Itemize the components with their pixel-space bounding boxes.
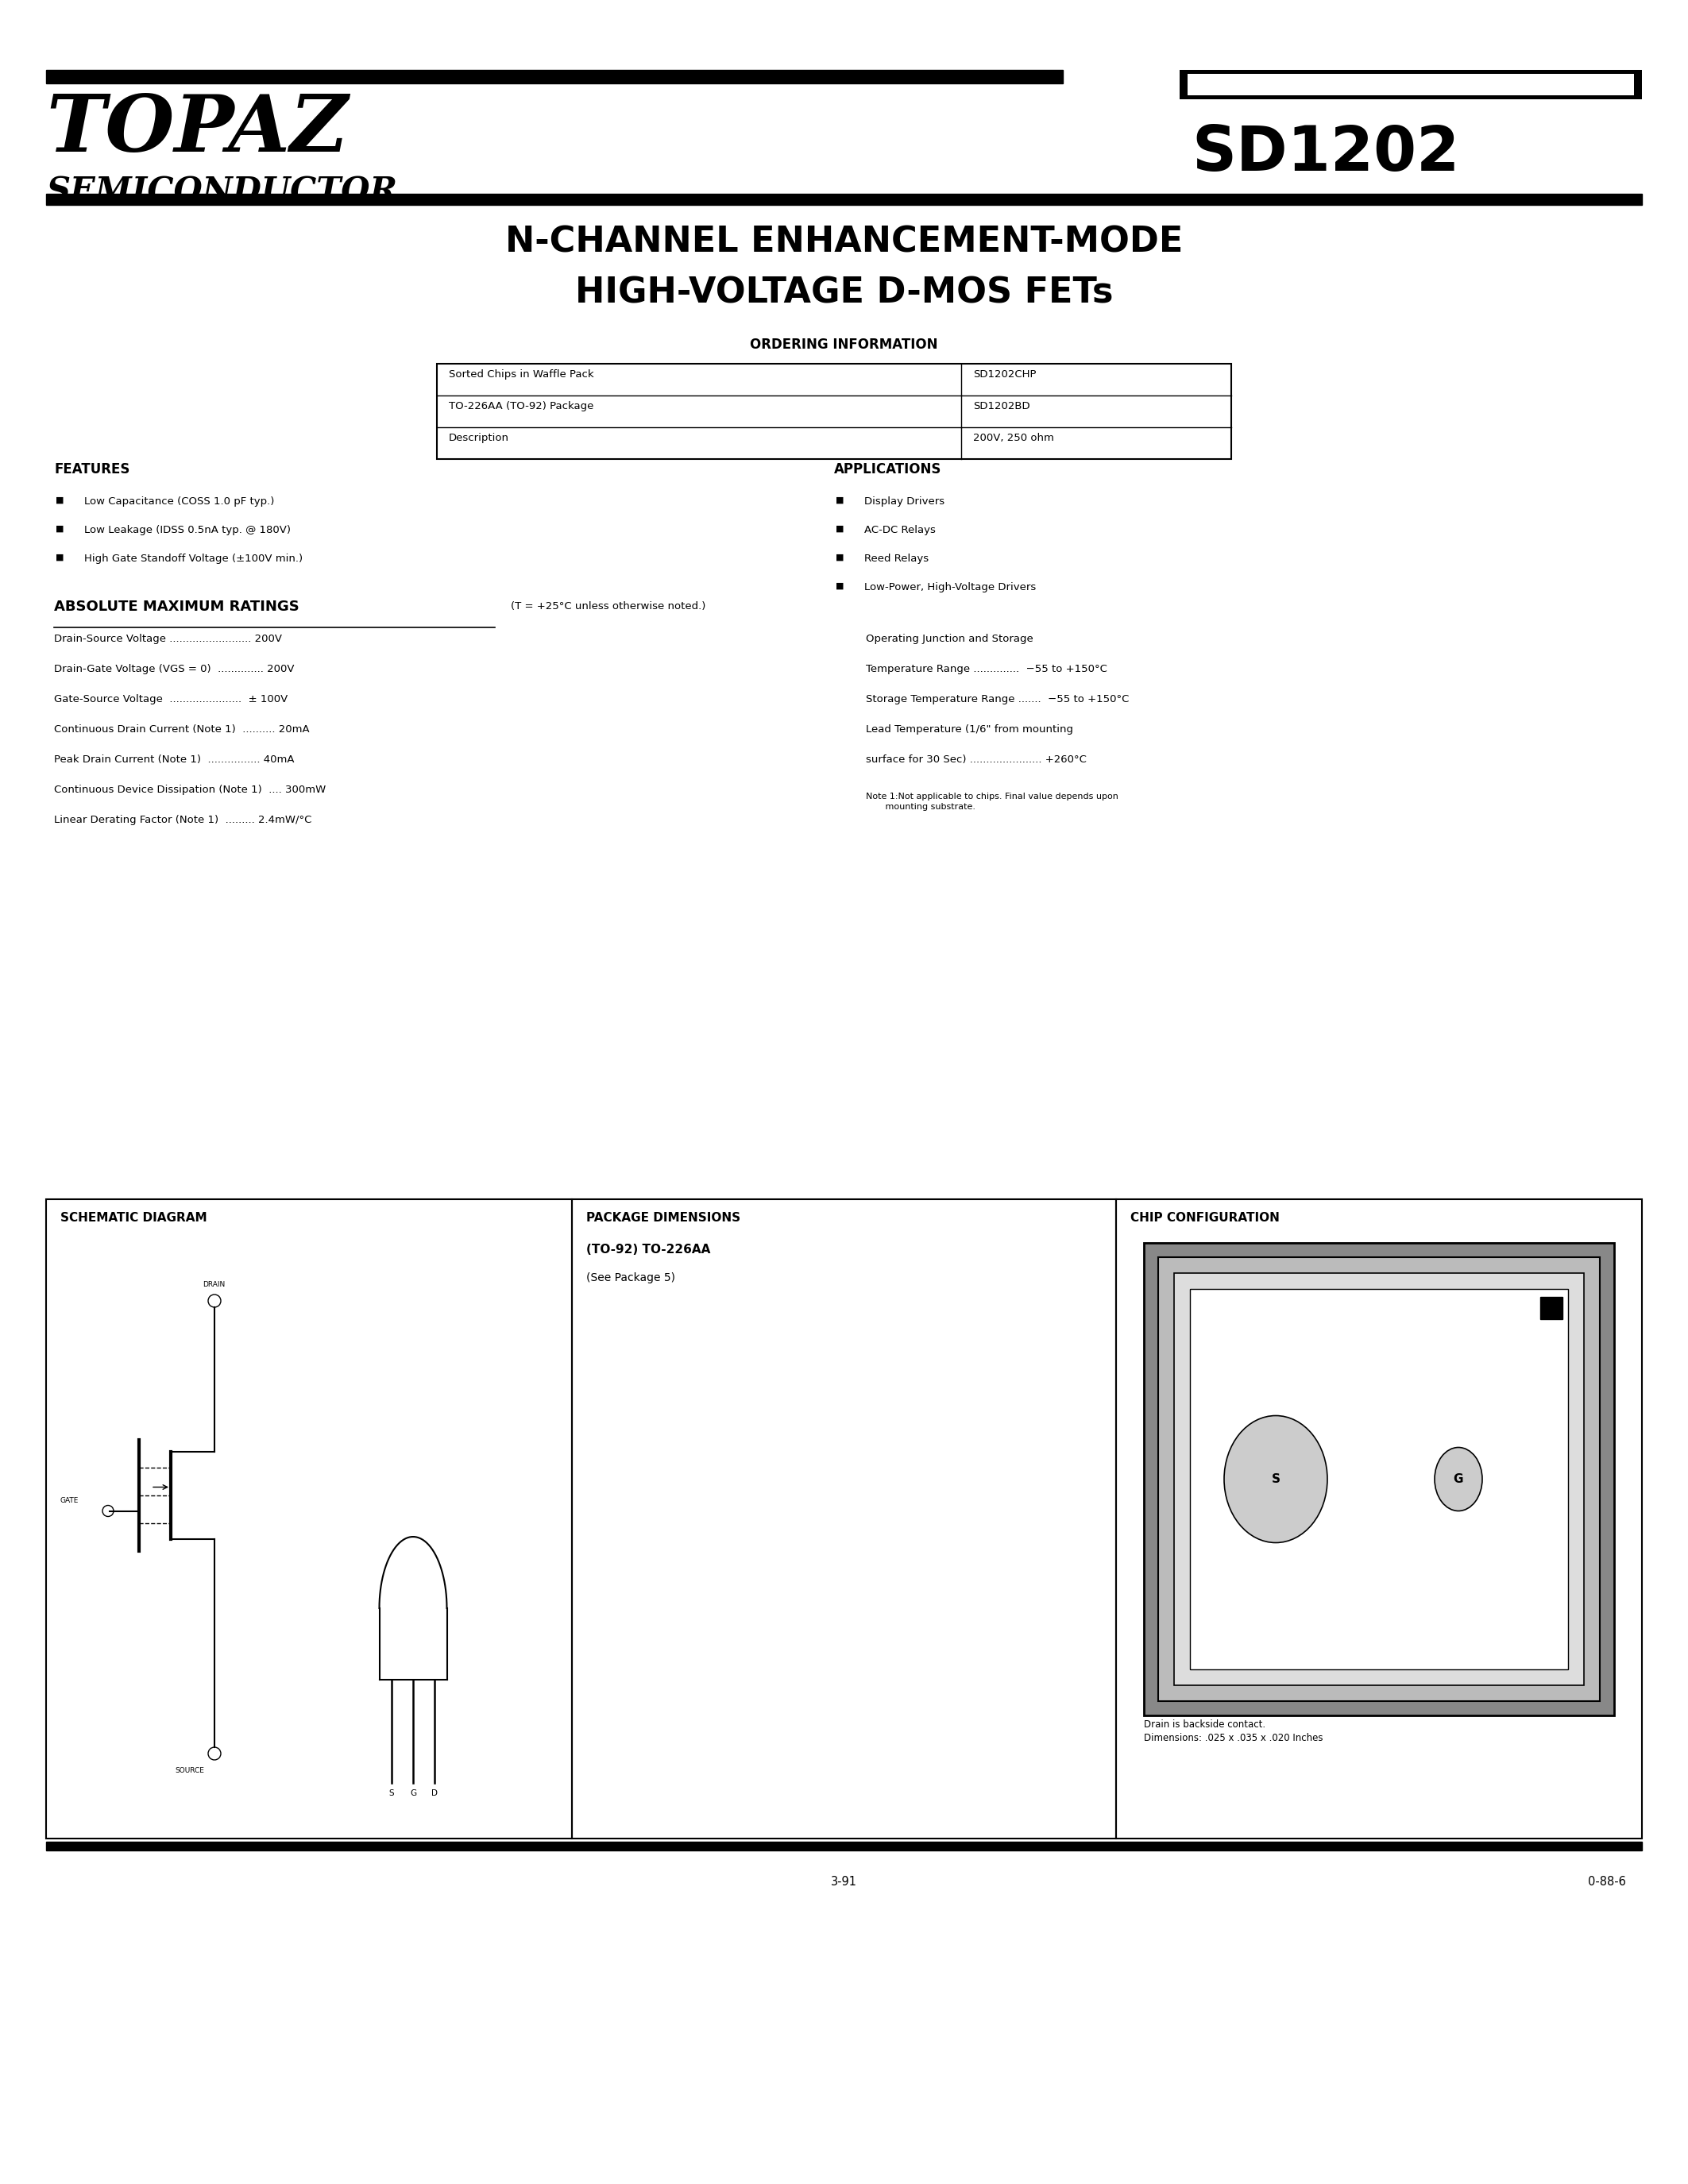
- Text: DRAIN: DRAIN: [203, 1282, 225, 1289]
- Text: Continuous Drain Current (Note 1)  .......... 20mA: Continuous Drain Current (Note 1) ......…: [54, 725, 309, 734]
- Bar: [46, 70, 1063, 83]
- Text: 200V, 250 ohm: 200V, 250 ohm: [972, 432, 1053, 443]
- Text: G: G: [410, 1789, 417, 1797]
- Text: Continuous Device Dissipation (Note 1)  .... 300mW: Continuous Device Dissipation (Note 1) .…: [54, 784, 326, 795]
- Text: D: D: [432, 1789, 437, 1797]
- Text: ■: ■: [56, 496, 64, 505]
- Bar: [1539, 1297, 1563, 1319]
- Text: 3-91: 3-91: [830, 1876, 858, 1887]
- Text: SEMICONDUCTOR: SEMICONDUCTOR: [46, 175, 397, 207]
- Text: Lead Temperature (1/6" from mounting: Lead Temperature (1/6" from mounting: [866, 725, 1074, 734]
- Text: ABSOLUTE MAXIMUM RATINGS: ABSOLUTE MAXIMUM RATINGS: [54, 601, 299, 614]
- Text: Reed Relays: Reed Relays: [864, 553, 928, 563]
- Bar: [1116, 1199, 1642, 1839]
- Text: (T = +25°C unless otherwise noted.): (T = +25°C unless otherwise noted.): [511, 601, 706, 612]
- Text: GATE: GATE: [61, 1498, 79, 1505]
- Text: High Gate Standoff Voltage (±100V min.): High Gate Standoff Voltage (±100V min.): [84, 553, 302, 563]
- Text: Low Capacitance (COSS 1.0 pF typ.): Low Capacitance (COSS 1.0 pF typ.): [84, 496, 275, 507]
- Text: Temperature Range ..............  −55 to +150°C: Temperature Range .............. −55 to …: [866, 664, 1107, 675]
- Text: (TO-92) TO-226AA: (TO-92) TO-226AA: [586, 1243, 711, 1256]
- Text: Storage Temperature Range .......  −55 to +150°C: Storage Temperature Range ....... −55 to…: [866, 695, 1129, 705]
- Text: N-CHANNEL ENHANCEMENT-MODE: N-CHANNEL ENHANCEMENT-MODE: [505, 225, 1183, 260]
- Text: Note 1:Not applicable to chips. Final value depends upon
       mounting substra: Note 1:Not applicable to chips. Final va…: [866, 793, 1119, 810]
- Text: SD1202BD: SD1202BD: [972, 402, 1030, 411]
- Text: Operating Junction and Storage: Operating Junction and Storage: [866, 633, 1033, 644]
- Text: ■: ■: [836, 524, 844, 533]
- Text: ORDERING INFORMATION: ORDERING INFORMATION: [749, 339, 939, 352]
- Text: Sorted Chips in Waffle Pack: Sorted Chips in Waffle Pack: [449, 369, 594, 380]
- Text: SCHEMATIC DIAGRAM: SCHEMATIC DIAGRAM: [61, 1212, 208, 1223]
- Text: Drain-Gate Voltage (VGS = 0)  .............. 200V: Drain-Gate Voltage (VGS = 0) ...........…: [54, 664, 294, 675]
- Text: SD1202: SD1202: [1192, 122, 1460, 183]
- Bar: [46, 194, 1642, 205]
- Text: Linear Derating Factor (Note 1)  ......... 2.4mW/°C: Linear Derating Factor (Note 1) ........…: [54, 815, 312, 826]
- Text: Drain is backside contact.
Dimensions: .025 x .035 x .020 Inches: Drain is backside contact. Dimensions: .…: [1144, 1719, 1323, 1743]
- Text: surface for 30 Sec) ...................... +260°C: surface for 30 Sec) ....................…: [866, 753, 1087, 764]
- Text: HIGH-VOLTAGE D-MOS FETs: HIGH-VOLTAGE D-MOS FETs: [576, 275, 1112, 310]
- Text: PACKAGE DIMENSIONS: PACKAGE DIMENSIONS: [586, 1212, 741, 1223]
- Bar: [1190, 1289, 1568, 1669]
- Bar: [437, 365, 1231, 459]
- Bar: [1158, 1258, 1600, 1701]
- Bar: [46, 1841, 1642, 1850]
- Text: Low Leakage (IDSS 0.5nA typ. @ 180V): Low Leakage (IDSS 0.5nA typ. @ 180V): [84, 524, 290, 535]
- Bar: [1188, 74, 1634, 96]
- Text: FEATURES: FEATURES: [54, 463, 130, 476]
- Text: TOPAZ: TOPAZ: [46, 92, 348, 168]
- Text: ■: ■: [836, 496, 844, 505]
- Text: 0-88-6: 0-88-6: [1588, 1876, 1626, 1887]
- Text: APPLICATIONS: APPLICATIONS: [834, 463, 942, 476]
- Text: Gate-Source Voltage  ......................  ± 100V: Gate-Source Voltage ....................…: [54, 695, 287, 705]
- Text: Low-Power, High-Voltage Drivers: Low-Power, High-Voltage Drivers: [864, 583, 1036, 592]
- Text: ■: ■: [836, 553, 844, 561]
- Text: ■: ■: [56, 524, 64, 533]
- Text: Drain-Source Voltage ......................... 200V: Drain-Source Voltage ...................…: [54, 633, 282, 644]
- Text: S: S: [1271, 1474, 1280, 1485]
- Bar: [572, 1199, 1116, 1839]
- Text: TO-226AA (TO-92) Package: TO-226AA (TO-92) Package: [449, 402, 594, 411]
- Bar: [46, 1199, 572, 1839]
- Ellipse shape: [1435, 1448, 1482, 1511]
- Text: AC-DC Relays: AC-DC Relays: [864, 524, 935, 535]
- Bar: [1144, 1243, 1614, 1714]
- Text: SD1202CHP: SD1202CHP: [972, 369, 1036, 380]
- Bar: [1175, 1273, 1583, 1686]
- Text: G: G: [1453, 1474, 1463, 1485]
- Text: (See Package 5): (See Package 5): [586, 1273, 675, 1284]
- Bar: [1180, 70, 1642, 98]
- Ellipse shape: [1224, 1415, 1327, 1542]
- Text: CHIP CONFIGURATION: CHIP CONFIGURATION: [1131, 1212, 1280, 1223]
- Text: Description: Description: [449, 432, 510, 443]
- Text: Display Drivers: Display Drivers: [864, 496, 945, 507]
- Text: ■: ■: [836, 583, 844, 590]
- Text: ■: ■: [56, 553, 64, 561]
- Text: Peak Drain Current (Note 1)  ................ 40mA: Peak Drain Current (Note 1) ............…: [54, 753, 294, 764]
- Text: SOURCE: SOURCE: [176, 1767, 204, 1773]
- Text: S: S: [388, 1789, 395, 1797]
